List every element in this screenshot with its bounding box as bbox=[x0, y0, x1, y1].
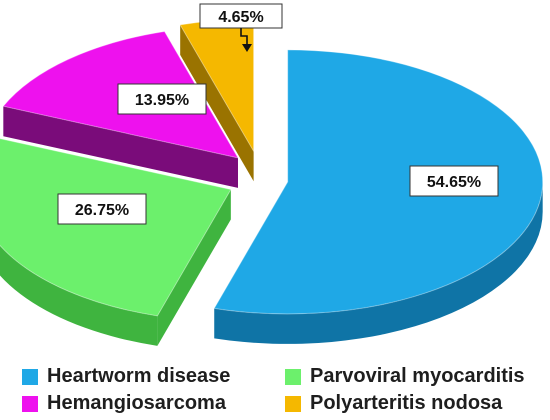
legend-item-polyarteritis-nodosa: Polyarteritis nodosa bbox=[285, 392, 502, 415]
legend-label: Hemangiosarcoma bbox=[47, 392, 226, 414]
value-label-parvoviral-myocarditis: 26.75% bbox=[75, 202, 129, 219]
value-label-box-hemangiosarcoma bbox=[117, 83, 207, 115]
slice-side-heartworm-disease bbox=[214, 181, 543, 344]
legend-label: Polyarteritis nodosa bbox=[310, 392, 503, 414]
value-label-polyarteritis-nodosa: 4.65% bbox=[218, 9, 263, 26]
legend-swatch bbox=[285, 368, 301, 385]
legend-swatch bbox=[22, 395, 38, 412]
slice-parvoviral-myocarditis bbox=[0, 138, 232, 317]
leader-line-polyarteritis-nodosa bbox=[240, 28, 248, 46]
slice-heartworm-disease bbox=[213, 49, 544, 315]
legend-label: Heartworm disease bbox=[47, 365, 231, 387]
slice-face-polyarteritis-nodosa bbox=[180, 24, 254, 182]
legend-item-parvoviral-myocarditis: Parvoviral myocarditis bbox=[285, 365, 525, 388]
slice-face-parvoviral-myocarditis bbox=[157, 189, 231, 346]
slice-tops-layer bbox=[0, 18, 544, 317]
value-label-box-parvoviral-myocarditis bbox=[57, 193, 147, 225]
value-label-hemangiosarcoma: 13.95% bbox=[135, 92, 189, 109]
legend-label: Parvoviral myocarditis bbox=[310, 365, 525, 387]
value-labels-layer: 54.65% 26.75% 13.95% 4.65% bbox=[57, 3, 499, 225]
value-label-box-polyarteritis-nodosa bbox=[199, 3, 283, 29]
legend-swatch bbox=[285, 395, 301, 412]
slice-sides-layer bbox=[0, 24, 543, 346]
legend-item-heartworm-disease: Heartworm disease bbox=[22, 365, 230, 388]
value-label-box-heartworm-disease bbox=[409, 165, 499, 197]
pie-chart: 54.65% 26.75% 13.95% 4.65% bbox=[0, 3, 544, 346]
legend-item-hemangiosarcoma: Hemangiosarcoma bbox=[22, 392, 226, 415]
slice-side-parvoviral-myocarditis bbox=[0, 245, 158, 346]
leader-arrowhead-polyarteritis-nodosa bbox=[242, 44, 252, 52]
slice-face-hemangiosarcoma bbox=[3, 106, 238, 188]
value-label-heartworm-disease: 54.65% bbox=[427, 174, 481, 191]
legend-swatch bbox=[22, 368, 38, 385]
